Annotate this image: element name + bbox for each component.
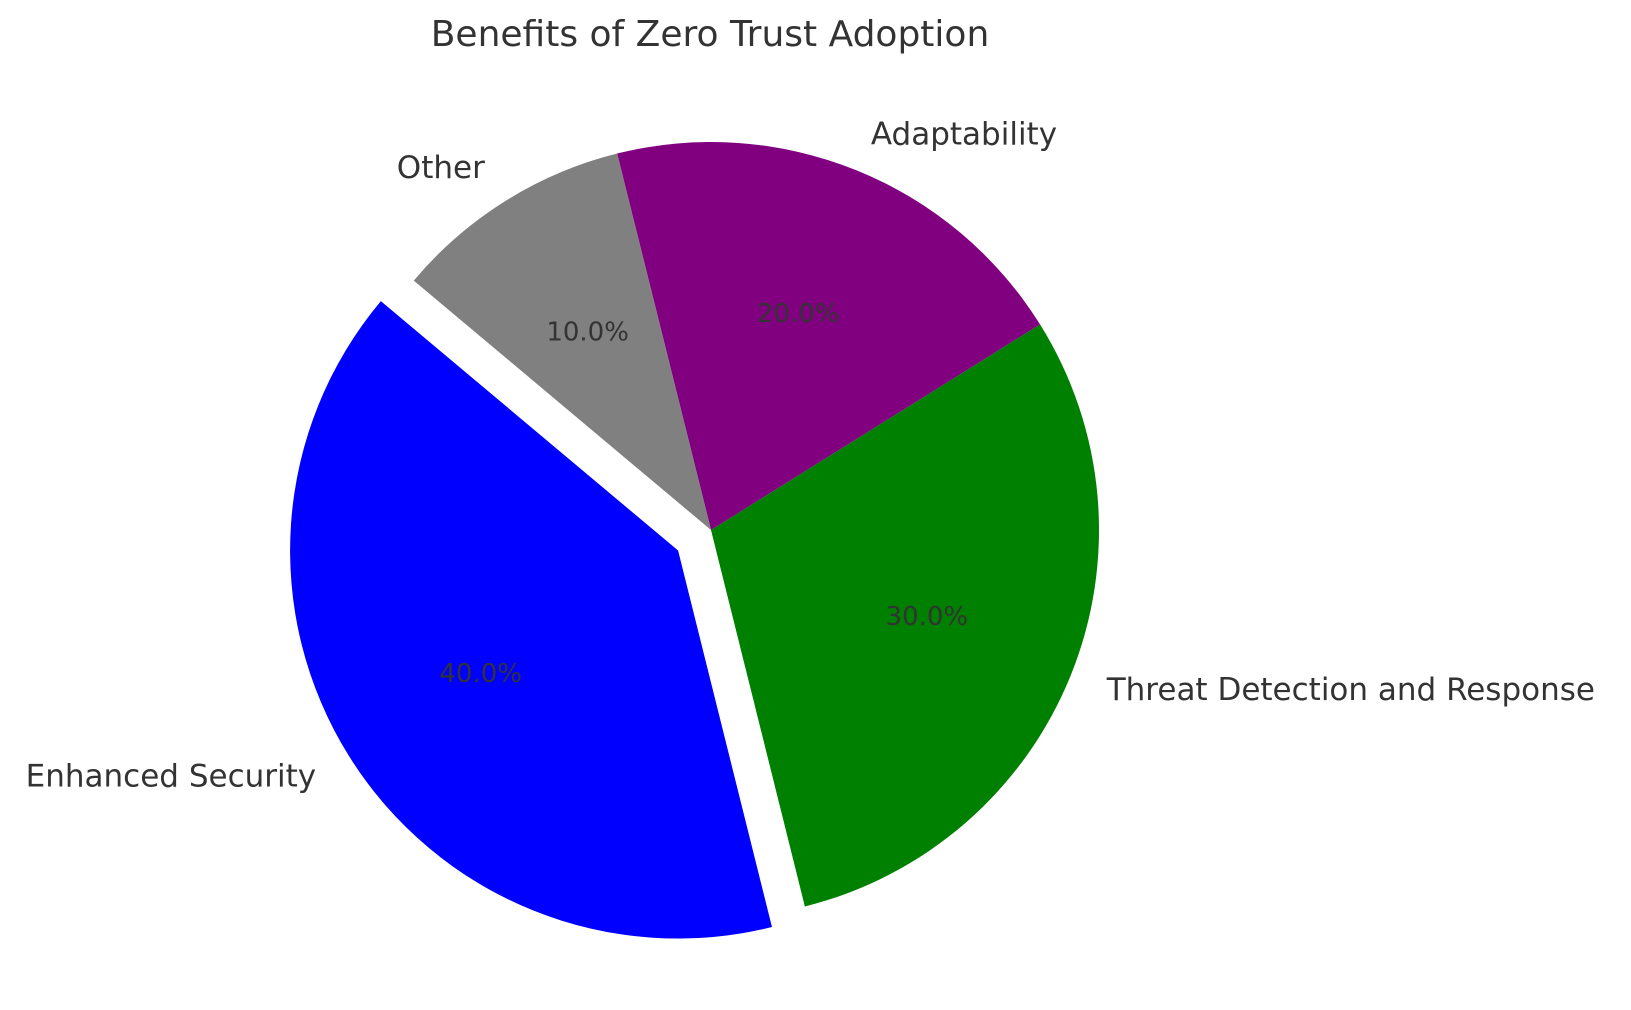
percent-label-adaptability: 20.0%: [757, 299, 840, 329]
pie-slice-adaptability: [617, 142, 1041, 530]
pie-slice-enhanced-security: [290, 301, 772, 939]
category-label-other: Other: [397, 150, 485, 186]
percent-label-enhanced-security: 40.0%: [439, 659, 522, 689]
category-label-enhanced-security: Enhanced Security: [26, 759, 316, 795]
percent-label-threat-detection-and-response: 30.0%: [886, 602, 969, 632]
percent-label-other: 10.0%: [546, 318, 629, 348]
chart-title: Benefits of Zero Trust Adoption: [430, 14, 990, 55]
category-label-threat-detection-and-response: Threat Detection and Response: [1106, 672, 1595, 708]
pie-slice-threat-detection-and-response: [711, 324, 1099, 907]
category-label-adaptability: Adaptability: [871, 116, 1057, 152]
pie-slice-other: [413, 153, 711, 530]
